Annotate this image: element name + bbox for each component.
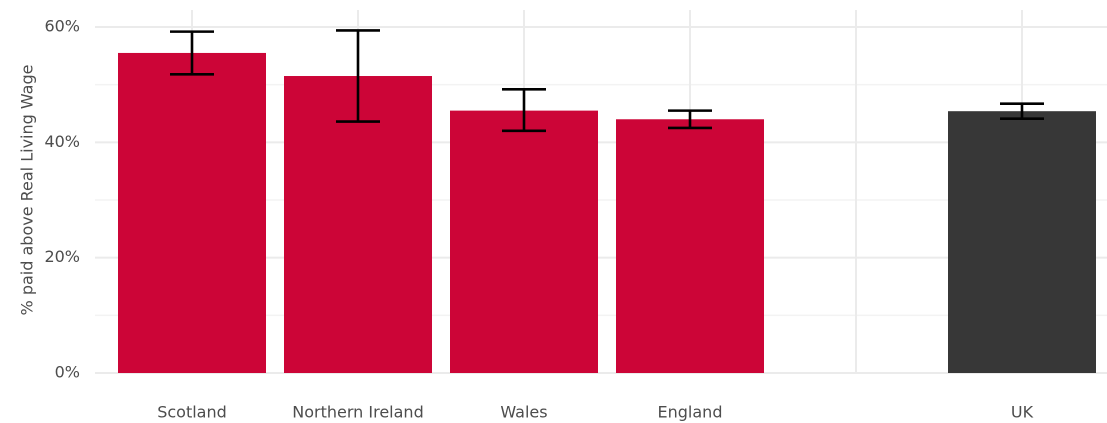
error-bar	[336, 29, 380, 123]
x-tick-label: Wales	[500, 403, 547, 422]
y-tick-label: 60%	[44, 17, 80, 36]
bar	[118, 52, 266, 373]
error-bar	[1000, 102, 1044, 120]
x-tick-label: Northern Ireland	[292, 403, 423, 422]
x-tick-label: UK	[1011, 403, 1034, 422]
bars	[118, 52, 1096, 374]
y-axis-ticks: 0% 20% 40% 60%	[44, 17, 80, 382]
error-bar	[170, 30, 214, 76]
bar	[450, 110, 598, 373]
error-bar	[502, 87, 546, 133]
y-tick-label: 20%	[44, 247, 80, 266]
x-tick-label: England	[658, 403, 723, 422]
error-bars	[170, 29, 1044, 133]
bar	[284, 76, 432, 374]
y-tick-label: 0%	[55, 363, 80, 382]
error-bar	[668, 109, 712, 130]
bar	[616, 119, 764, 374]
bar	[948, 111, 1096, 374]
y-tick-label: 40%	[44, 132, 80, 151]
x-tick-label: Scotland	[157, 403, 227, 422]
y-axis-title: % paid above Real Living Wage	[18, 65, 37, 316]
x-axis-ticks: Scotland Northern Ireland Wales England UK	[157, 403, 1033, 422]
